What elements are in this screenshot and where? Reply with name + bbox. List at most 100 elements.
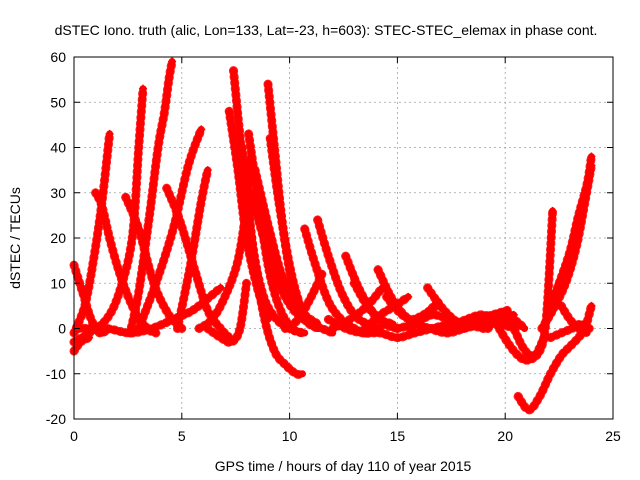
y-axis-label: dSTEC / TECUs [7,187,23,289]
series-marker-trail [280,269,327,333]
series-marker-trail [173,165,213,333]
series-arc-30 [360,292,413,333]
chart-title: dSTEC Iono. truth (alic, Lon=133, Lat=-2… [55,22,598,38]
point-marker [121,193,130,202]
point-marker [404,292,413,301]
point-marker [251,166,260,175]
point-marker [229,66,238,75]
x-axis-label: GPS time / hours of day 110 of year 2015 [215,458,472,474]
point-marker [105,129,114,138]
series-marker-trail [349,278,398,329]
point-marker [324,315,333,324]
point-marker [378,283,387,292]
point-marker [557,301,566,310]
series-arc-04 [69,84,148,347]
y-tick-label: 0 [58,321,66,337]
point-marker [168,57,177,66]
point-marker [266,134,275,143]
series-marker-trail [237,143,307,379]
series-marker-trail [492,319,549,365]
series-marker-trail [73,283,226,338]
series-arc-14 [237,143,307,379]
y-tick-label: 40 [50,140,66,156]
grid-layer [74,57,613,419]
series-marker-trail [250,165,323,329]
y-tick-label: 60 [50,49,66,65]
series-marker-trail [69,84,148,347]
series-arc-02 [69,129,115,338]
point-marker [138,84,147,93]
series-arc-05 [125,57,177,338]
series-arc-43 [543,152,596,315]
point-marker [313,215,322,224]
series-arc-07 [134,124,206,333]
series-marker-trail [162,183,234,343]
series-layer [69,57,596,415]
point-marker [162,184,171,193]
point-marker [492,319,501,328]
series-arc-45 [556,301,592,338]
point-marker [587,301,596,310]
point-marker [244,129,253,138]
series-arc-40 [492,319,549,365]
series-marker-trail [134,124,206,333]
y-tick-label: -10 [46,366,66,382]
series-arc-10 [173,165,213,333]
point-marker [548,206,557,215]
point-marker [483,324,492,333]
series-marker-trail [405,296,443,333]
series-arc-11 [73,283,226,338]
point-marker [434,297,443,306]
series-arc-26 [349,278,398,329]
point-marker [246,152,255,161]
point-marker [216,283,225,292]
point-marker [300,224,309,233]
series-marker-trail [556,301,592,338]
point-marker [423,283,432,292]
series-arc-16 [194,152,256,333]
x-tick-label: 25 [605,428,621,444]
series-marker-trail [246,188,338,338]
series-arc-34 [405,296,443,333]
series-marker-trail [543,152,596,315]
point-marker [242,279,251,288]
point-marker [341,252,350,261]
point-marker [587,152,596,161]
x-tick-label: 20 [497,428,513,444]
y-tick-label: 10 [50,275,66,291]
y-tick-label: 20 [50,230,66,246]
x-tick-label: 15 [390,428,406,444]
point-marker [442,324,451,333]
x-tick-label: 5 [178,428,186,444]
x-tick-label: 0 [70,428,78,444]
point-marker [350,279,359,288]
point-marker [382,292,391,301]
series-arc-08 [162,183,234,343]
point-marker [393,324,402,333]
point-marker [264,80,273,89]
series-arc-17 [203,278,251,347]
x-tick-label: 10 [282,428,298,444]
series-arc-20 [246,188,338,338]
y-tick-label: 30 [50,185,66,201]
tick-layer: 0 5 10 15 20 25 -20 -10 0 10 20 30 40 50 60 [46,49,621,444]
series-marker-trail [360,292,413,333]
y-tick-label: -20 [46,411,66,427]
point-marker [317,270,326,279]
y-tick-label: 50 [50,94,66,110]
point-marker [197,125,206,134]
point-marker [91,188,100,197]
point-marker [246,188,255,197]
series-marker-trail [194,152,256,333]
series-marker-trail [203,278,251,347]
series-marker-trail [69,129,115,338]
point-marker [373,265,382,274]
series-arc-29 [328,283,387,333]
point-marker [225,107,234,116]
point-marker [238,143,247,152]
series-arc-21 [250,165,323,329]
point-marker [203,166,212,175]
series-arc-24 [280,269,327,333]
